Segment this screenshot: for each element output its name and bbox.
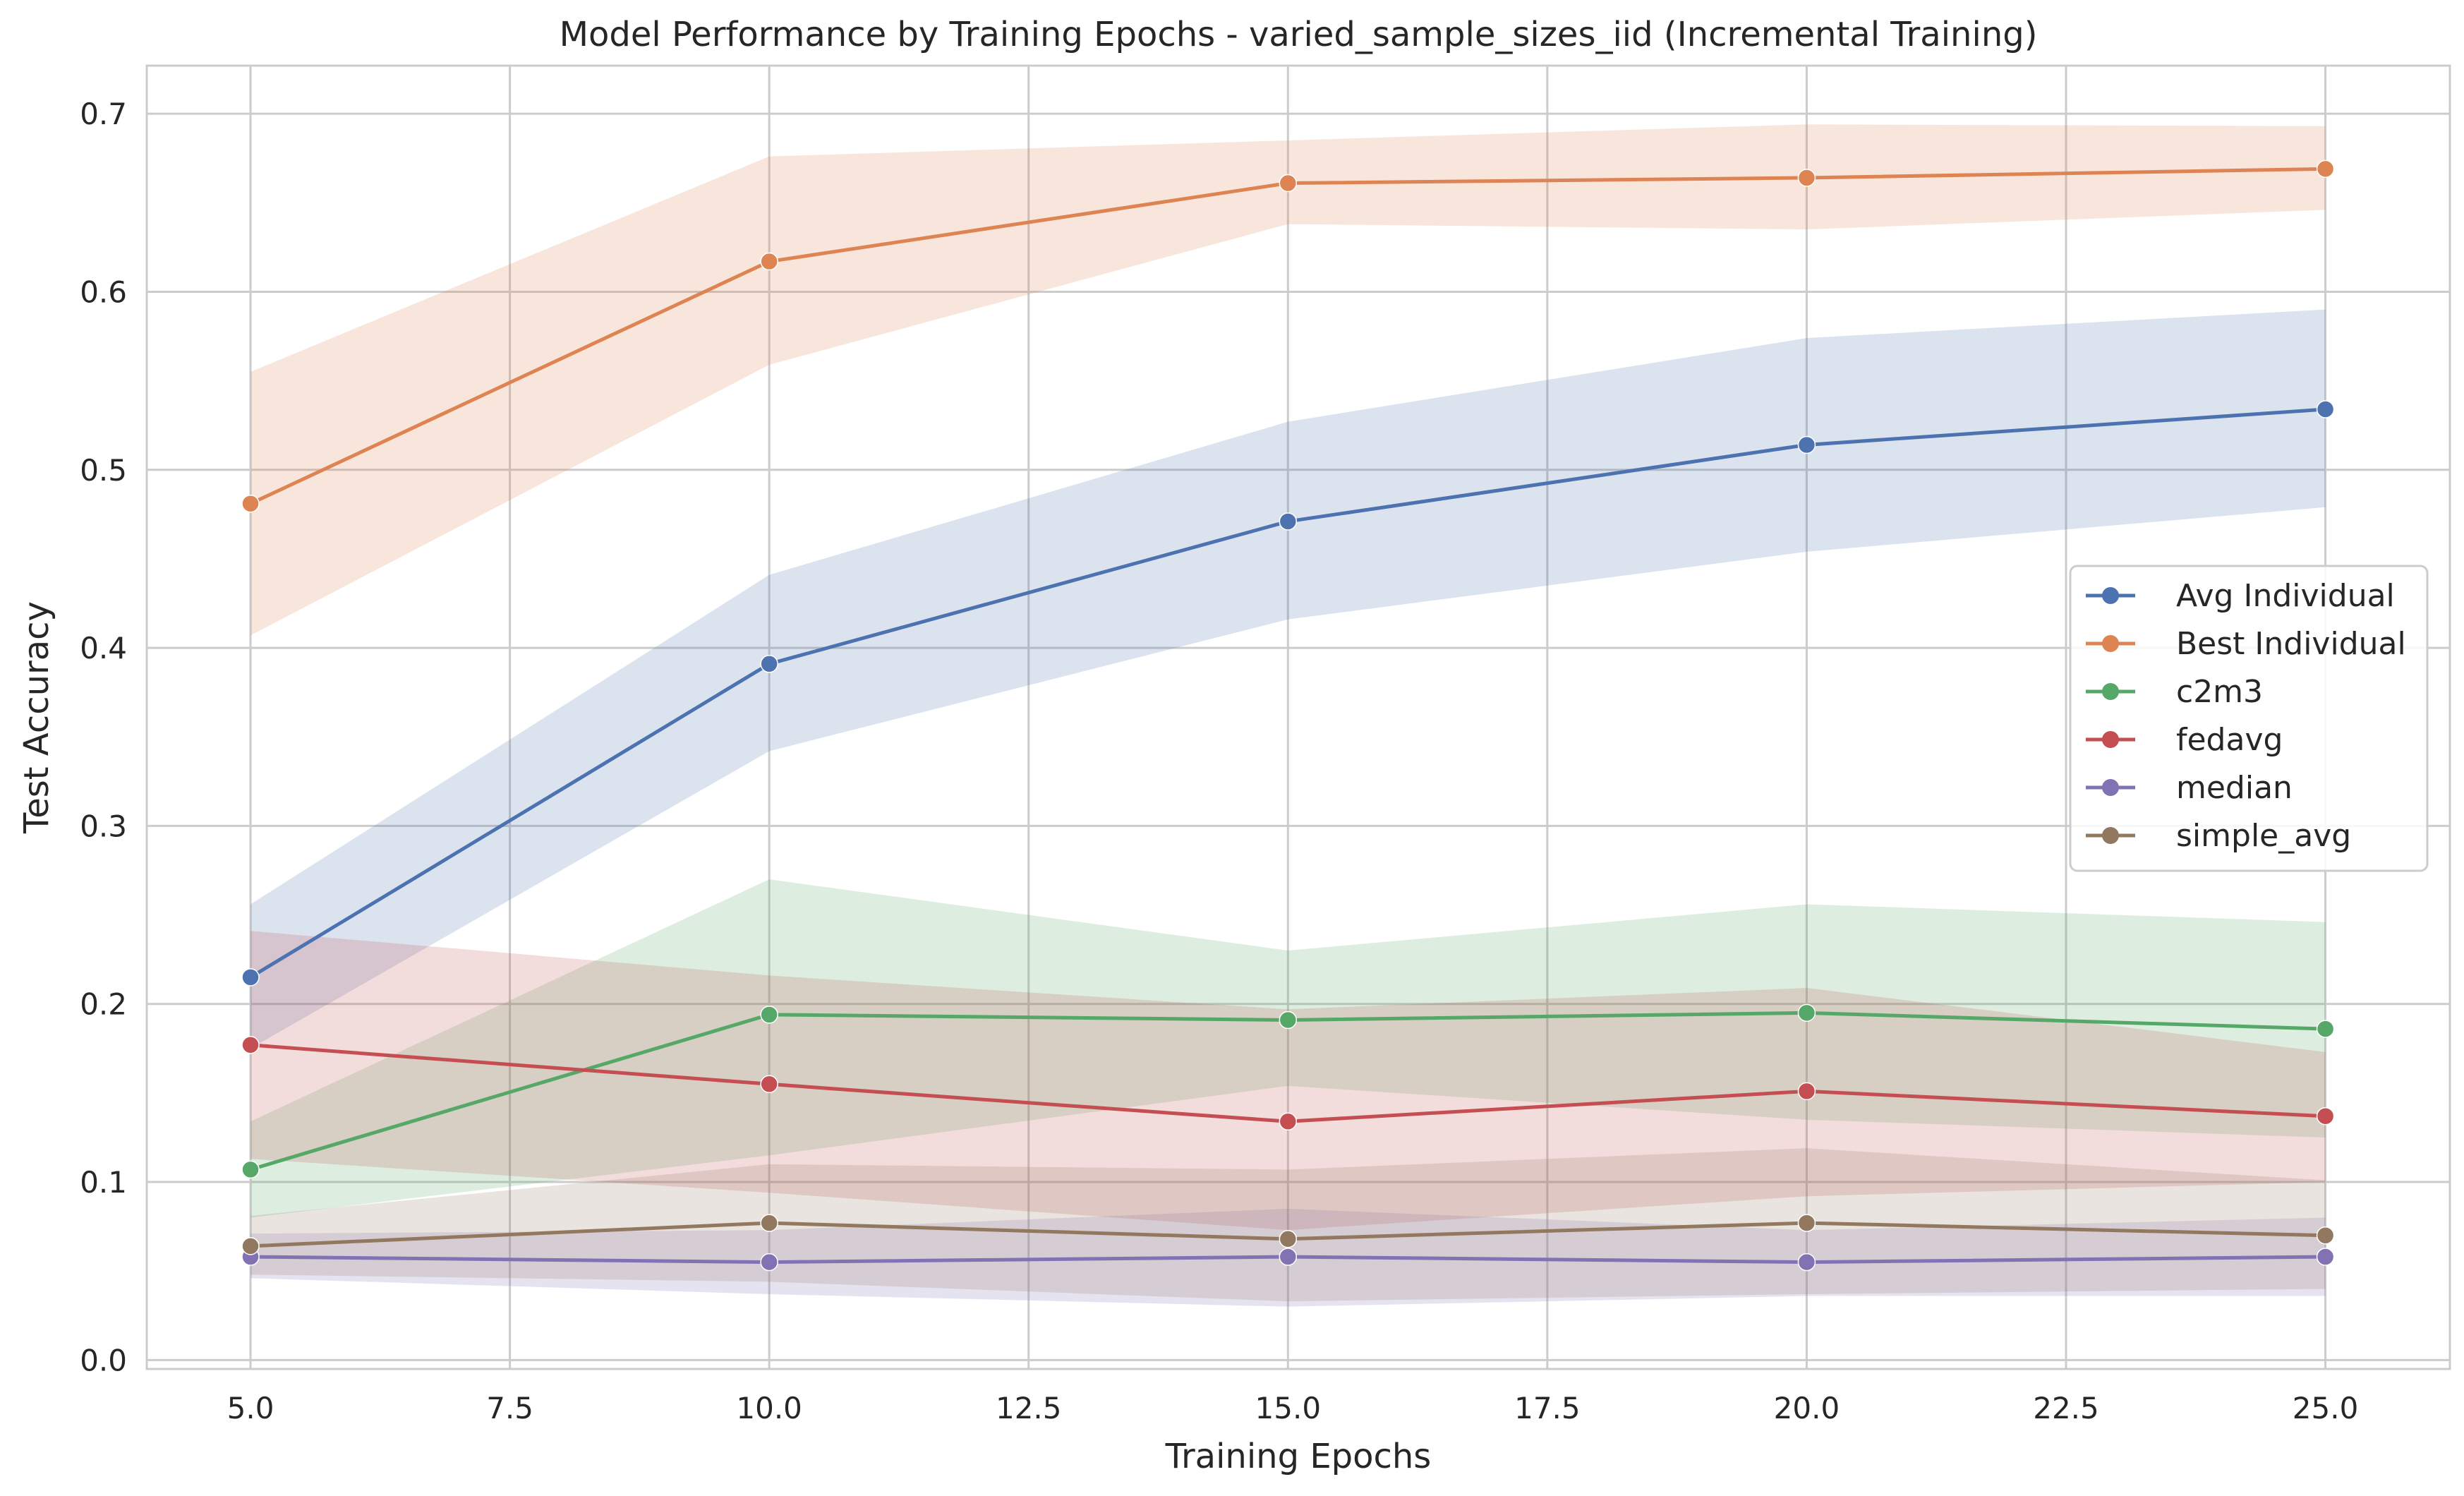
y-axis-label: Test Accuracy — [17, 601, 56, 834]
marker-c2m3 — [760, 1006, 778, 1024]
x-tick-label: 12.5 — [996, 1391, 1062, 1425]
marker-median — [760, 1253, 778, 1272]
x-tick-label: 15.0 — [1255, 1391, 1322, 1425]
y-axis-ticks: 0.0 0.1 0.2 0.3 0.4 0.5 0.6 0.7 — [80, 97, 127, 1377]
grid-lines — [147, 66, 2450, 1369]
marker-avg-individual — [241, 968, 260, 987]
marker-simple-avg — [1279, 1230, 1298, 1248]
y-tick-label: 0.0 — [80, 1343, 127, 1377]
legend-label-best-individual: Best Individual — [2176, 626, 2406, 662]
legend-marker-best-individual — [2102, 635, 2119, 652]
marker-simple-avg — [1797, 1214, 1816, 1232]
plot-frame — [145, 64, 2451, 1370]
y-tick-label: 0.7 — [80, 97, 127, 131]
marker-fedavg — [760, 1075, 778, 1094]
marker-fedavg — [1797, 1082, 1816, 1101]
legend-label-c2m3: c2m3 — [2176, 674, 2263, 710]
marker-best-individual — [1797, 169, 1816, 187]
marker-avg-individual — [1797, 435, 1816, 454]
x-tick-label: 20.0 — [1774, 1391, 1840, 1425]
legend-label-fedavg: fedavg — [2176, 722, 2283, 758]
legend-marker-c2m3 — [2102, 683, 2119, 700]
y-tick-label: 0.6 — [80, 275, 127, 309]
marker-best-individual — [1279, 174, 1298, 193]
x-tick-label: 25.0 — [2293, 1391, 2359, 1425]
y-tick-label: 0.4 — [80, 631, 127, 665]
legend: Avg Individual Best Individual c2m3 fedavg m… — [2069, 565, 2429, 872]
marker-simple-avg — [2316, 1226, 2335, 1245]
marker-avg-individual — [760, 655, 778, 673]
x-tick-label: 7.5 — [486, 1391, 533, 1425]
legend-box — [2069, 565, 2429, 872]
marker-median — [1797, 1253, 1816, 1272]
marker-best-individual — [241, 494, 260, 513]
x-axis-ticks: 5.0 7.5 10.0 12.5 15.0 17.5 20.0 22.5 25.0 — [227, 1391, 2359, 1425]
marker-c2m3 — [241, 1160, 260, 1179]
y-tick-label: 0.2 — [80, 987, 127, 1022]
band-c2m3 — [250, 879, 2326, 1218]
legend-label-simple-avg: simple_avg — [2176, 818, 2351, 854]
marker-c2m3 — [1279, 1011, 1298, 1030]
y-tick-label: 0.5 — [80, 453, 127, 488]
y-tick-label: 0.1 — [80, 1165, 127, 1200]
x-axis-label: Training Epochs — [1165, 1437, 1432, 1476]
marker-best-individual — [2316, 159, 2335, 179]
marker-c2m3 — [2316, 1020, 2335, 1038]
band-best-individual — [250, 124, 2326, 636]
legend-label-median: median — [2176, 770, 2293, 806]
series-markers — [241, 159, 2335, 1272]
x-tick-label: 5.0 — [227, 1391, 274, 1425]
legend-label-avg-individual: Avg Individual — [2176, 578, 2395, 614]
y-tick-label: 0.3 — [80, 809, 127, 843]
chart-title: Model Performance by Training Epochs - v… — [560, 15, 2038, 54]
legend-marker-fedavg — [2102, 731, 2119, 748]
marker-fedavg — [241, 1036, 260, 1054]
x-tick-label: 10.0 — [736, 1391, 802, 1425]
marker-fedavg — [1279, 1112, 1298, 1131]
x-tick-label: 17.5 — [1514, 1391, 1581, 1425]
marker-fedavg — [2316, 1106, 2335, 1126]
marker-avg-individual — [2316, 400, 2335, 418]
marker-median — [2316, 1248, 2335, 1266]
marker-c2m3 — [1797, 1003, 1816, 1023]
marker-simple-avg — [241, 1237, 260, 1255]
x-tick-label: 22.5 — [2033, 1391, 2099, 1425]
legend-marker-simple-avg — [2102, 827, 2119, 844]
marker-best-individual — [760, 252, 778, 271]
legend-marker-median — [2102, 779, 2119, 796]
marker-median — [1279, 1248, 1298, 1266]
legend-marker-avg-individual — [2102, 587, 2119, 604]
marker-avg-individual — [1279, 512, 1298, 531]
marker-simple-avg — [760, 1214, 778, 1232]
band-avg-individual — [250, 309, 2326, 1049]
